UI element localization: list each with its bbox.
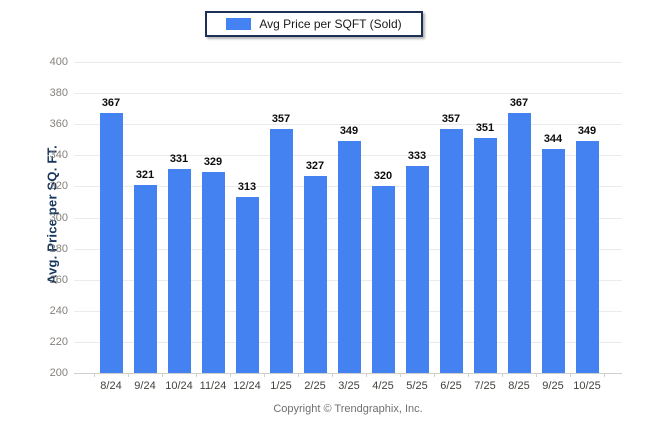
x-axis-tick [468,373,469,377]
bar-value-label: 333 [407,150,427,163]
y-tick-label: 340 [49,149,68,162]
bar-value-label: 329 [203,156,223,169]
x-tick-label: 2/25 [304,380,326,392]
x-axis-tick [162,373,163,377]
x-axis-tick [196,373,197,377]
y-tick-label: 300 [49,211,68,224]
bar-5/25 [405,166,429,373]
bar-value-label: 321 [135,168,155,181]
x-tick-label: 10/25 [573,380,601,392]
x-tick-label: 8/24 [100,380,122,392]
bar-value-label: 313 [237,181,257,194]
bar-7/25 [473,138,497,373]
bar-value-label: 344 [543,133,563,146]
gridline [74,124,622,126]
y-tick-label: 260 [49,273,68,286]
y-tick-label: 380 [49,87,68,100]
x-axis-tick [366,373,367,377]
x-axis-tick [128,373,129,377]
gridline [74,62,622,63]
x-axis-tick [230,373,231,377]
bar-value-label: 357 [441,112,461,125]
x-tick-label: 1/25 [270,380,292,392]
bar-4/25 [371,186,395,373]
bar-10/25 [575,141,599,373]
y-tick-label: 200 [49,367,68,379]
x-axis-tick [400,373,401,377]
bar-12/24 [235,197,259,373]
copyright-text: Copyright © Trendgraphix, Inc. [273,403,423,415]
x-tick-label: 3/25 [338,380,360,392]
bar-11/24 [201,172,225,373]
x-tick-label: 9/25 [542,380,564,392]
bar-value-label: 349 [577,125,597,138]
legend-label: Avg Price per SQFT (Sold) [259,17,402,31]
y-tick-label: 360 [49,118,68,131]
x-tick-label: 4/25 [372,380,394,392]
legend-swatch [226,18,252,30]
y-tick-label: 240 [49,304,68,317]
bar-value-label: 351 [475,122,495,135]
x-axis-tick [604,373,605,377]
x-axis-tick [298,373,299,377]
y-axis-tick-labels: 400 380 360 340 320 300 280 260 240 220 200 [0,56,68,379]
x-axis-tick [434,373,435,377]
x-tick-label: 11/24 [199,380,227,392]
bar-value-label: 367 [509,97,529,110]
bar-2/25 [303,175,327,373]
y-tick-label: 320 [49,180,68,193]
bar-9/25 [541,149,565,373]
y-tick-label: 400 [49,56,68,68]
bar-value-label: 327 [305,159,325,172]
x-tick-label: 5/25 [406,380,428,392]
x-axis-tick [94,373,95,377]
x-axis-tick [570,373,571,377]
bar-3/25 [337,141,361,373]
bar-8/24 [99,113,123,373]
bar-value-label: 331 [169,153,189,166]
x-tick-label: 12/24 [233,380,261,392]
x-tick-label: 7/25 [474,380,496,392]
bar-6/25 [439,128,463,373]
x-axis-tick [502,373,503,377]
bar-9/24 [133,184,157,373]
y-tick-label: 220 [49,335,68,348]
x-tick-label: 10/24 [165,380,193,392]
bar-1/25 [269,128,293,373]
plot-area: 367 8/24 321 9/24 331 10/24 329 11/24 313 12/24 35… [74,62,622,392]
bar-value-label: 349 [339,125,359,138]
legend: Avg Price per SQFT (Sold) [205,11,423,37]
x-axis-tick [536,373,537,377]
bar-value-label: 367 [101,97,121,110]
x-tick-label: 8/25 [508,380,530,392]
x-axis-tick [332,373,333,377]
bar-8/25 [507,113,531,373]
bar-value-label: 357 [271,112,291,125]
x-axis-line [74,373,622,374]
bar-value-label: 320 [373,170,393,183]
x-axis-tick [264,373,265,377]
gridline [74,93,622,95]
bar-10/24 [167,169,191,373]
y-tick-label: 280 [49,242,68,255]
x-tick-label: 9/24 [134,380,156,392]
x-tick-label: 6/25 [440,380,462,392]
